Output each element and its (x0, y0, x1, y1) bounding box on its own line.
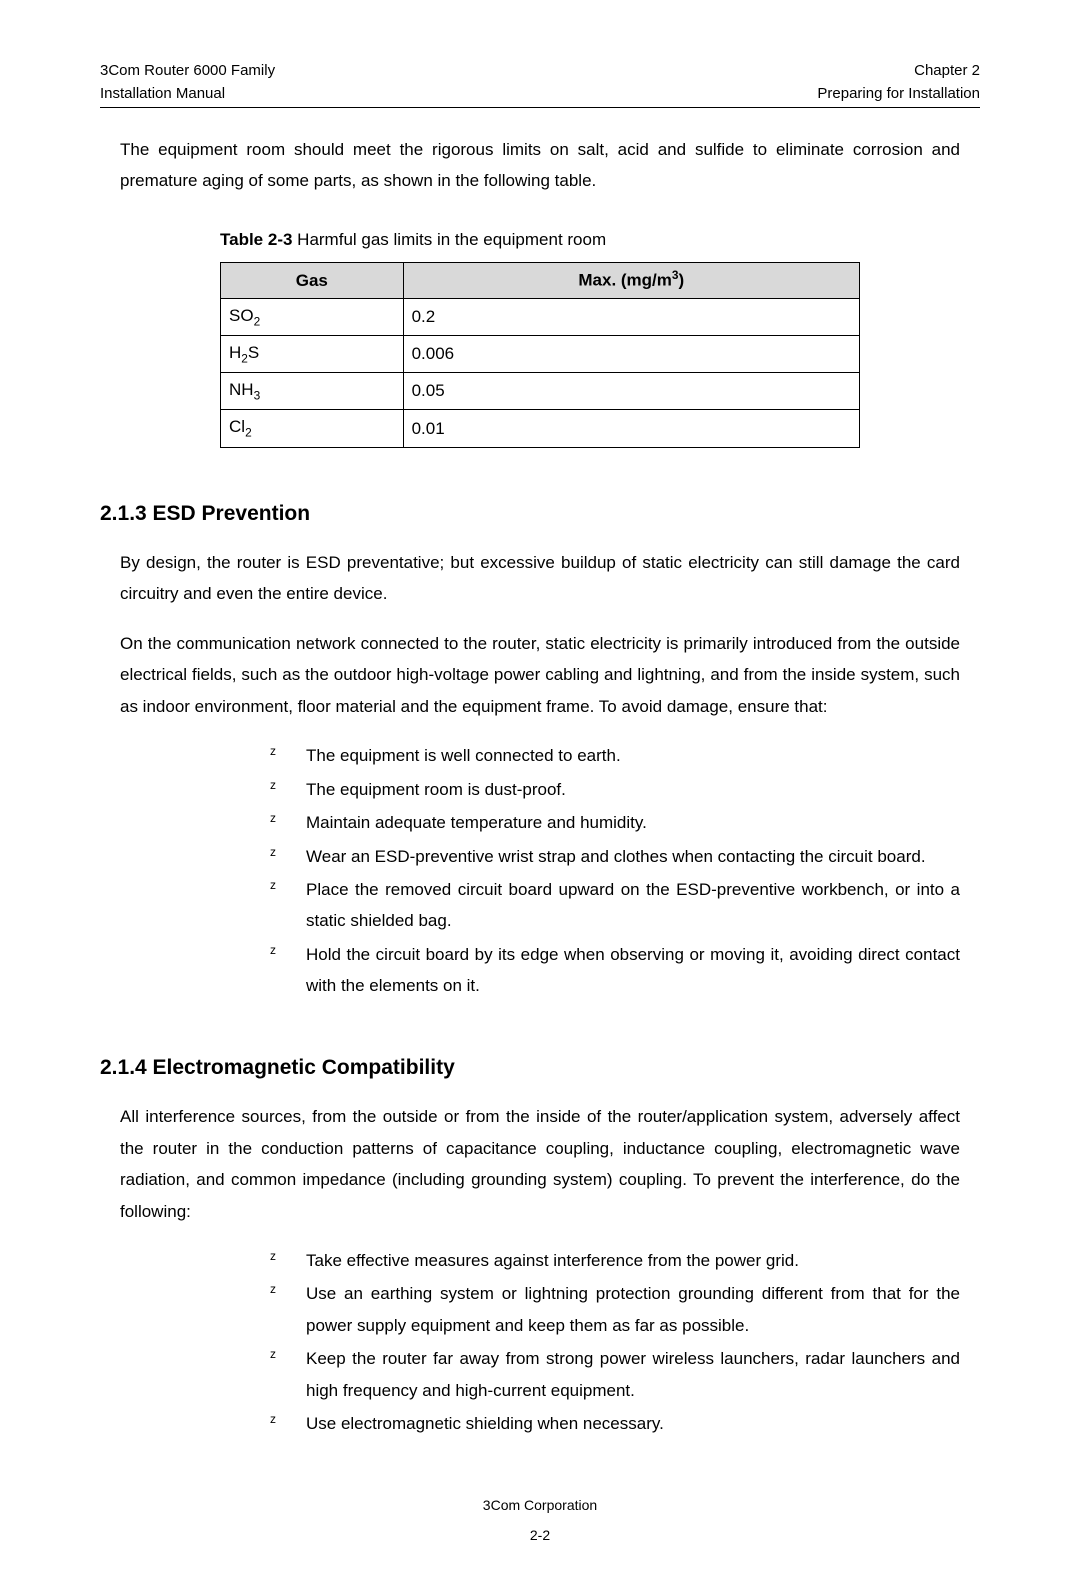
heading-esd-prevention: 2.1.3 ESD Prevention (100, 498, 980, 530)
list-item: Use electromagnetic shielding when neces… (270, 1408, 960, 1439)
gas-cell: NH3 (221, 373, 404, 410)
list-item: Keep the router far away from strong pow… (270, 1343, 960, 1406)
header-chapter: Chapter 2 (817, 60, 980, 83)
table-body: SO2 0.2 H2S 0.006 NH3 0.05 Cl2 0.01 (221, 298, 860, 447)
heading-emc: 2.1.4 Electromagnetic Compatibility (100, 1052, 980, 1084)
gas-base: Cl (229, 417, 245, 436)
list-item: Maintain adequate temperature and humidi… (270, 807, 960, 838)
esd-para-2: On the communication network connected t… (120, 628, 960, 722)
header-left: 3Com Router 6000 Family Installation Man… (100, 60, 275, 105)
intro-paragraph: The equipment room should meet the rigor… (120, 134, 960, 197)
col-max-header: Max. (mg/m3) (403, 263, 859, 298)
header-right: Chapter 2 Preparing for Installation (817, 60, 980, 105)
max-cell: 0.01 (403, 410, 859, 447)
table-header-row: Gas Max. (mg/m3) (221, 263, 860, 298)
header-product: 3Com Router 6000 Family (100, 60, 275, 83)
gas-limits-table: Gas Max. (mg/m3) SO2 0.2 H2S 0.006 NH3 0… (220, 262, 860, 447)
table-row: NH3 0.05 (221, 373, 860, 410)
table-row: Cl2 0.01 (221, 410, 860, 447)
col-max-suffix: ) (679, 271, 685, 290)
table-caption: Table 2-3 Harmful gas limits in the equi… (220, 227, 980, 253)
col-max-sup: 3 (672, 268, 679, 282)
footer-company: 3Com Corporation (100, 1490, 980, 1521)
page-footer: 3Com Corporation 2-2 (100, 1490, 980, 1552)
gas-sub: 2 (241, 351, 248, 365)
max-cell: 0.006 (403, 335, 859, 372)
max-cell: 0.2 (403, 298, 859, 335)
max-cell: 0.05 (403, 373, 859, 410)
table-row: H2S 0.006 (221, 335, 860, 372)
list-item: Hold the circuit board by its edge when … (270, 939, 960, 1002)
list-item: Take effective measures against interfer… (270, 1245, 960, 1276)
gas-base: SO (229, 306, 254, 325)
gas-cell: Cl2 (221, 410, 404, 447)
col-max-prefix: Max. (mg/m (578, 271, 672, 290)
gas-sub: 3 (254, 388, 261, 402)
table-caption-num: Table 2-3 (220, 230, 292, 249)
esd-para-1: By design, the router is ESD preventativ… (120, 547, 960, 610)
gas-base: NH (229, 380, 254, 399)
gas-suffix: S (248, 343, 259, 362)
list-item: Use an earthing system or lightning prot… (270, 1278, 960, 1341)
col-gas-header: Gas (221, 263, 404, 298)
page-header: 3Com Router 6000 Family Installation Man… (100, 60, 980, 108)
footer-page-number: 2-2 (100, 1520, 980, 1551)
list-item: Place the removed circuit board upward o… (270, 874, 960, 937)
gas-base: H (229, 343, 241, 362)
list-item: Wear an ESD-preventive wrist strap and c… (270, 841, 960, 872)
gas-sub: 2 (245, 426, 252, 440)
gas-sub: 2 (254, 314, 261, 328)
header-section: Preparing for Installation (817, 83, 980, 106)
gas-cell: H2S (221, 335, 404, 372)
list-item: The equipment is well connected to earth… (270, 740, 960, 771)
esd-bullet-list: The equipment is well connected to earth… (270, 740, 960, 1002)
emc-para-1: All interference sources, from the outsi… (120, 1101, 960, 1227)
header-manual: Installation Manual (100, 83, 275, 106)
table-row: SO2 0.2 (221, 298, 860, 335)
table-caption-text: Harmful gas limits in the equipment room (292, 230, 606, 249)
list-item: The equipment room is dust-proof. (270, 774, 960, 805)
emc-bullet-list: Take effective measures against interfer… (270, 1245, 960, 1440)
gas-cell: SO2 (221, 298, 404, 335)
